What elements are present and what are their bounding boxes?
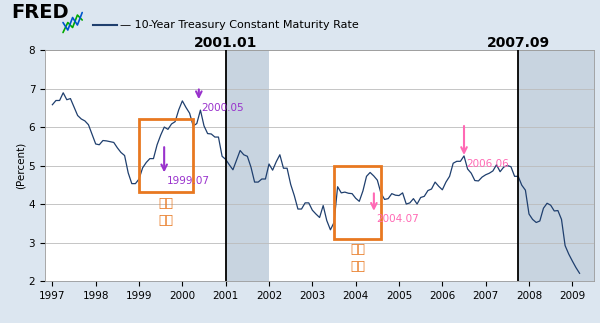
Text: — 10-Year Treasury Constant Maturity Rate: — 10-Year Treasury Constant Maturity Rat…: [120, 20, 359, 30]
Text: 升息: 升息: [350, 243, 365, 256]
Text: 2007.09: 2007.09: [487, 36, 550, 50]
Text: 2004.07: 2004.07: [376, 214, 419, 224]
Text: 準備: 準備: [158, 214, 173, 227]
Text: 準備: 準備: [350, 260, 365, 273]
Text: FRED: FRED: [11, 3, 68, 22]
Text: 2000.05: 2000.05: [202, 103, 244, 113]
Y-axis label: (Percent): (Percent): [16, 142, 26, 189]
Text: 1999.07: 1999.07: [167, 176, 210, 186]
Bar: [334, 166, 381, 239]
Bar: [518, 50, 594, 281]
Bar: [139, 119, 193, 193]
Text: 升息: 升息: [158, 197, 173, 210]
Bar: [226, 50, 269, 281]
Text: 2001.01: 2001.01: [194, 36, 257, 50]
Text: 2006.06: 2006.06: [467, 159, 509, 169]
